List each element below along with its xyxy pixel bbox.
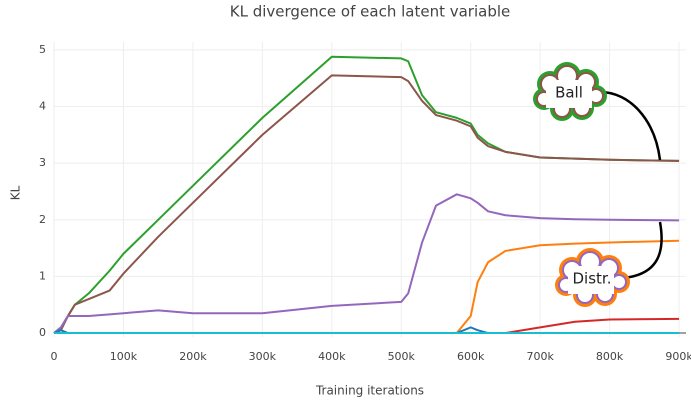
x-tick-label: 600k <box>457 350 485 363</box>
series-line <box>53 193 680 334</box>
y-tick-label: 2 <box>39 213 46 226</box>
x-tick-label: 800k <box>596 350 624 363</box>
connector <box>599 90 662 161</box>
y-axis-label: KL <box>9 185 23 200</box>
annotation-text: Ball <box>555 84 583 102</box>
annotation-distr: Distr. <box>555 221 663 307</box>
annotation-text: Distr. <box>573 270 612 288</box>
x-tick-label: 900k <box>665 350 691 363</box>
x-axis-label: Training iterations <box>315 384 424 398</box>
y-tick-label: 4 <box>39 100 46 113</box>
x-tick-label: 100k <box>110 350 138 363</box>
series-line <box>54 317 680 335</box>
x-tick-label: 500k <box>388 350 416 363</box>
cloud <box>533 62 607 121</box>
y-tick-label: 1 <box>39 269 46 282</box>
y-tick-label: 0 <box>39 326 46 339</box>
cloud <box>555 248 630 307</box>
x-tick-label: 700k <box>526 350 554 363</box>
series-line <box>53 74 680 334</box>
x-tick-label: 200k <box>179 350 207 363</box>
chart-title: KL divergence of each latent variable <box>230 3 510 21</box>
x-tick-label: 400k <box>318 350 346 363</box>
annotation-ball: Ball <box>533 62 662 161</box>
connector <box>621 221 663 280</box>
x-tick-label: 300k <box>249 350 277 363</box>
x-tick-label: 0 <box>51 350 58 363</box>
y-tick-label: 5 <box>39 43 46 56</box>
plot-area: 0 100k 200k 300k 400k 500k 600k 700k 800k 900k 0 1 2… <box>39 42 691 363</box>
y-tick-label: 3 <box>39 156 46 169</box>
